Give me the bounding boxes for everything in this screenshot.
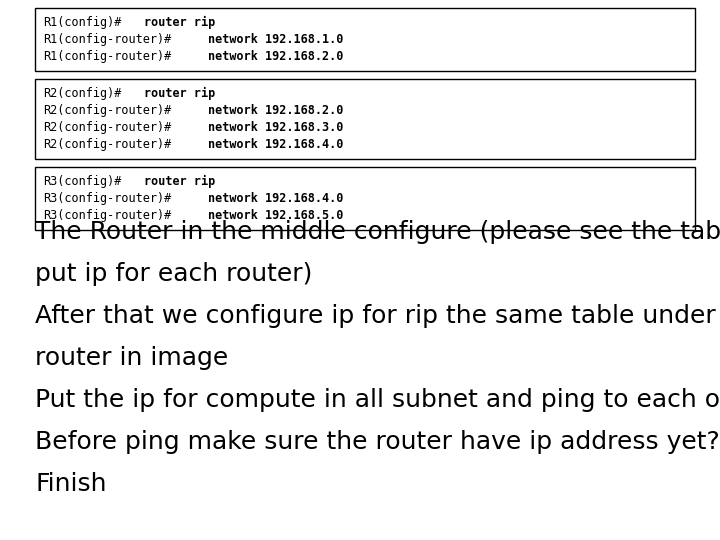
Text: router rip: router rip: [144, 87, 215, 100]
Text: router rip: router rip: [144, 16, 215, 29]
Text: R2(config-router)#: R2(config-router)#: [43, 104, 171, 117]
Text: R1(config-router)#: R1(config-router)#: [43, 33, 171, 46]
Text: Before ping make sure the router have ip address yet?: Before ping make sure the router have ip…: [35, 430, 720, 454]
Text: Finish: Finish: [35, 472, 107, 496]
Text: R2(config-router)#: R2(config-router)#: [43, 138, 171, 151]
Bar: [35, 8, 695, 71]
Text: R2(config)#: R2(config)#: [43, 87, 122, 100]
Text: network 192.168.3.0: network 192.168.3.0: [209, 121, 344, 134]
Bar: [35, 79, 695, 159]
Text: R3(config-router)#: R3(config-router)#: [43, 209, 171, 222]
Text: put ip for each router): put ip for each router): [35, 262, 312, 286]
Text: network 192.168.5.0: network 192.168.5.0: [209, 209, 344, 222]
Text: The Router in the middle configure (please see the table to: The Router in the middle configure (plea…: [35, 220, 720, 244]
Text: R1(config-router)#: R1(config-router)#: [43, 50, 171, 63]
Text: network 192.168.1.0: network 192.168.1.0: [209, 33, 344, 46]
Text: R3(config-router)#: R3(config-router)#: [43, 192, 171, 205]
Text: R1(config)#: R1(config)#: [43, 16, 122, 29]
Bar: [35, 167, 695, 230]
Text: R3(config)#: R3(config)#: [43, 175, 122, 188]
Text: router rip: router rip: [144, 175, 215, 188]
Text: network 192.168.4.0: network 192.168.4.0: [209, 192, 344, 205]
Text: network 192.168.4.0: network 192.168.4.0: [209, 138, 344, 151]
Text: network 192.168.2.0: network 192.168.2.0: [209, 104, 344, 117]
Text: After that we configure ip for rip the same table under: After that we configure ip for rip the s…: [35, 304, 716, 328]
Text: R2(config-router)#: R2(config-router)#: [43, 121, 171, 134]
Text: Put the ip for compute in all subnet and ping to each other...: Put the ip for compute in all subnet and…: [35, 388, 720, 412]
Text: router in image: router in image: [35, 346, 228, 370]
Text: network 192.168.2.0: network 192.168.2.0: [209, 50, 344, 63]
